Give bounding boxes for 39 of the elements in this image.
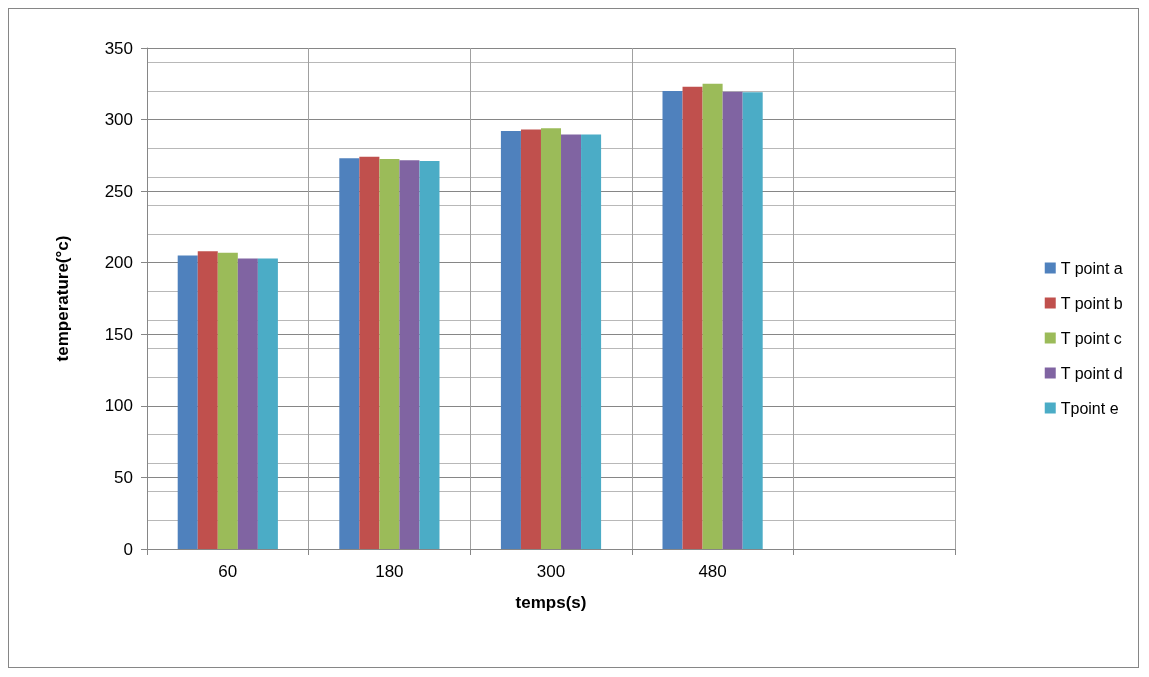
bar	[540, 128, 562, 549]
legend-label: T point b	[1060, 294, 1123, 312]
bar	[520, 129, 541, 549]
y-tick-label: 150	[104, 324, 133, 344]
x-tick-label: 480	[698, 562, 727, 581]
y-tick-label: 300	[104, 110, 133, 130]
bar	[399, 160, 420, 549]
y-tick-label: 250	[104, 181, 133, 201]
bar	[581, 134, 602, 549]
bar	[339, 158, 360, 549]
bar	[662, 90, 683, 549]
bar	[742, 92, 763, 549]
y-axis-title: temperature(°c)	[53, 235, 72, 362]
bar	[257, 258, 278, 549]
bar	[197, 251, 218, 549]
bar	[237, 258, 258, 549]
x-tick-label: 60	[218, 562, 238, 581]
y-tick-label: 100	[104, 396, 133, 416]
bar	[722, 91, 743, 549]
bar	[682, 86, 703, 549]
y-tick-label: 350	[104, 38, 133, 58]
bar	[702, 83, 723, 549]
bar	[217, 252, 238, 549]
x-axis-title: temps(s)	[515, 593, 587, 612]
bar	[359, 156, 380, 549]
bar	[561, 134, 582, 549]
y-tick-label: 0	[123, 539, 133, 559]
legend-label: T point a	[1060, 259, 1123, 277]
x-tick-label: 180	[375, 562, 404, 581]
y-tick-label: 200	[104, 253, 133, 273]
legend-label: T point d	[1060, 364, 1123, 382]
bar	[419, 161, 440, 549]
bar	[500, 131, 521, 549]
legend-label: Tpoint e	[1060, 399, 1119, 417]
x-tick-label: 300	[536, 562, 566, 581]
bar	[177, 255, 198, 549]
bar	[379, 158, 400, 549]
legend-label: T point c	[1060, 329, 1122, 347]
y-tick-label: 50	[114, 467, 133, 487]
